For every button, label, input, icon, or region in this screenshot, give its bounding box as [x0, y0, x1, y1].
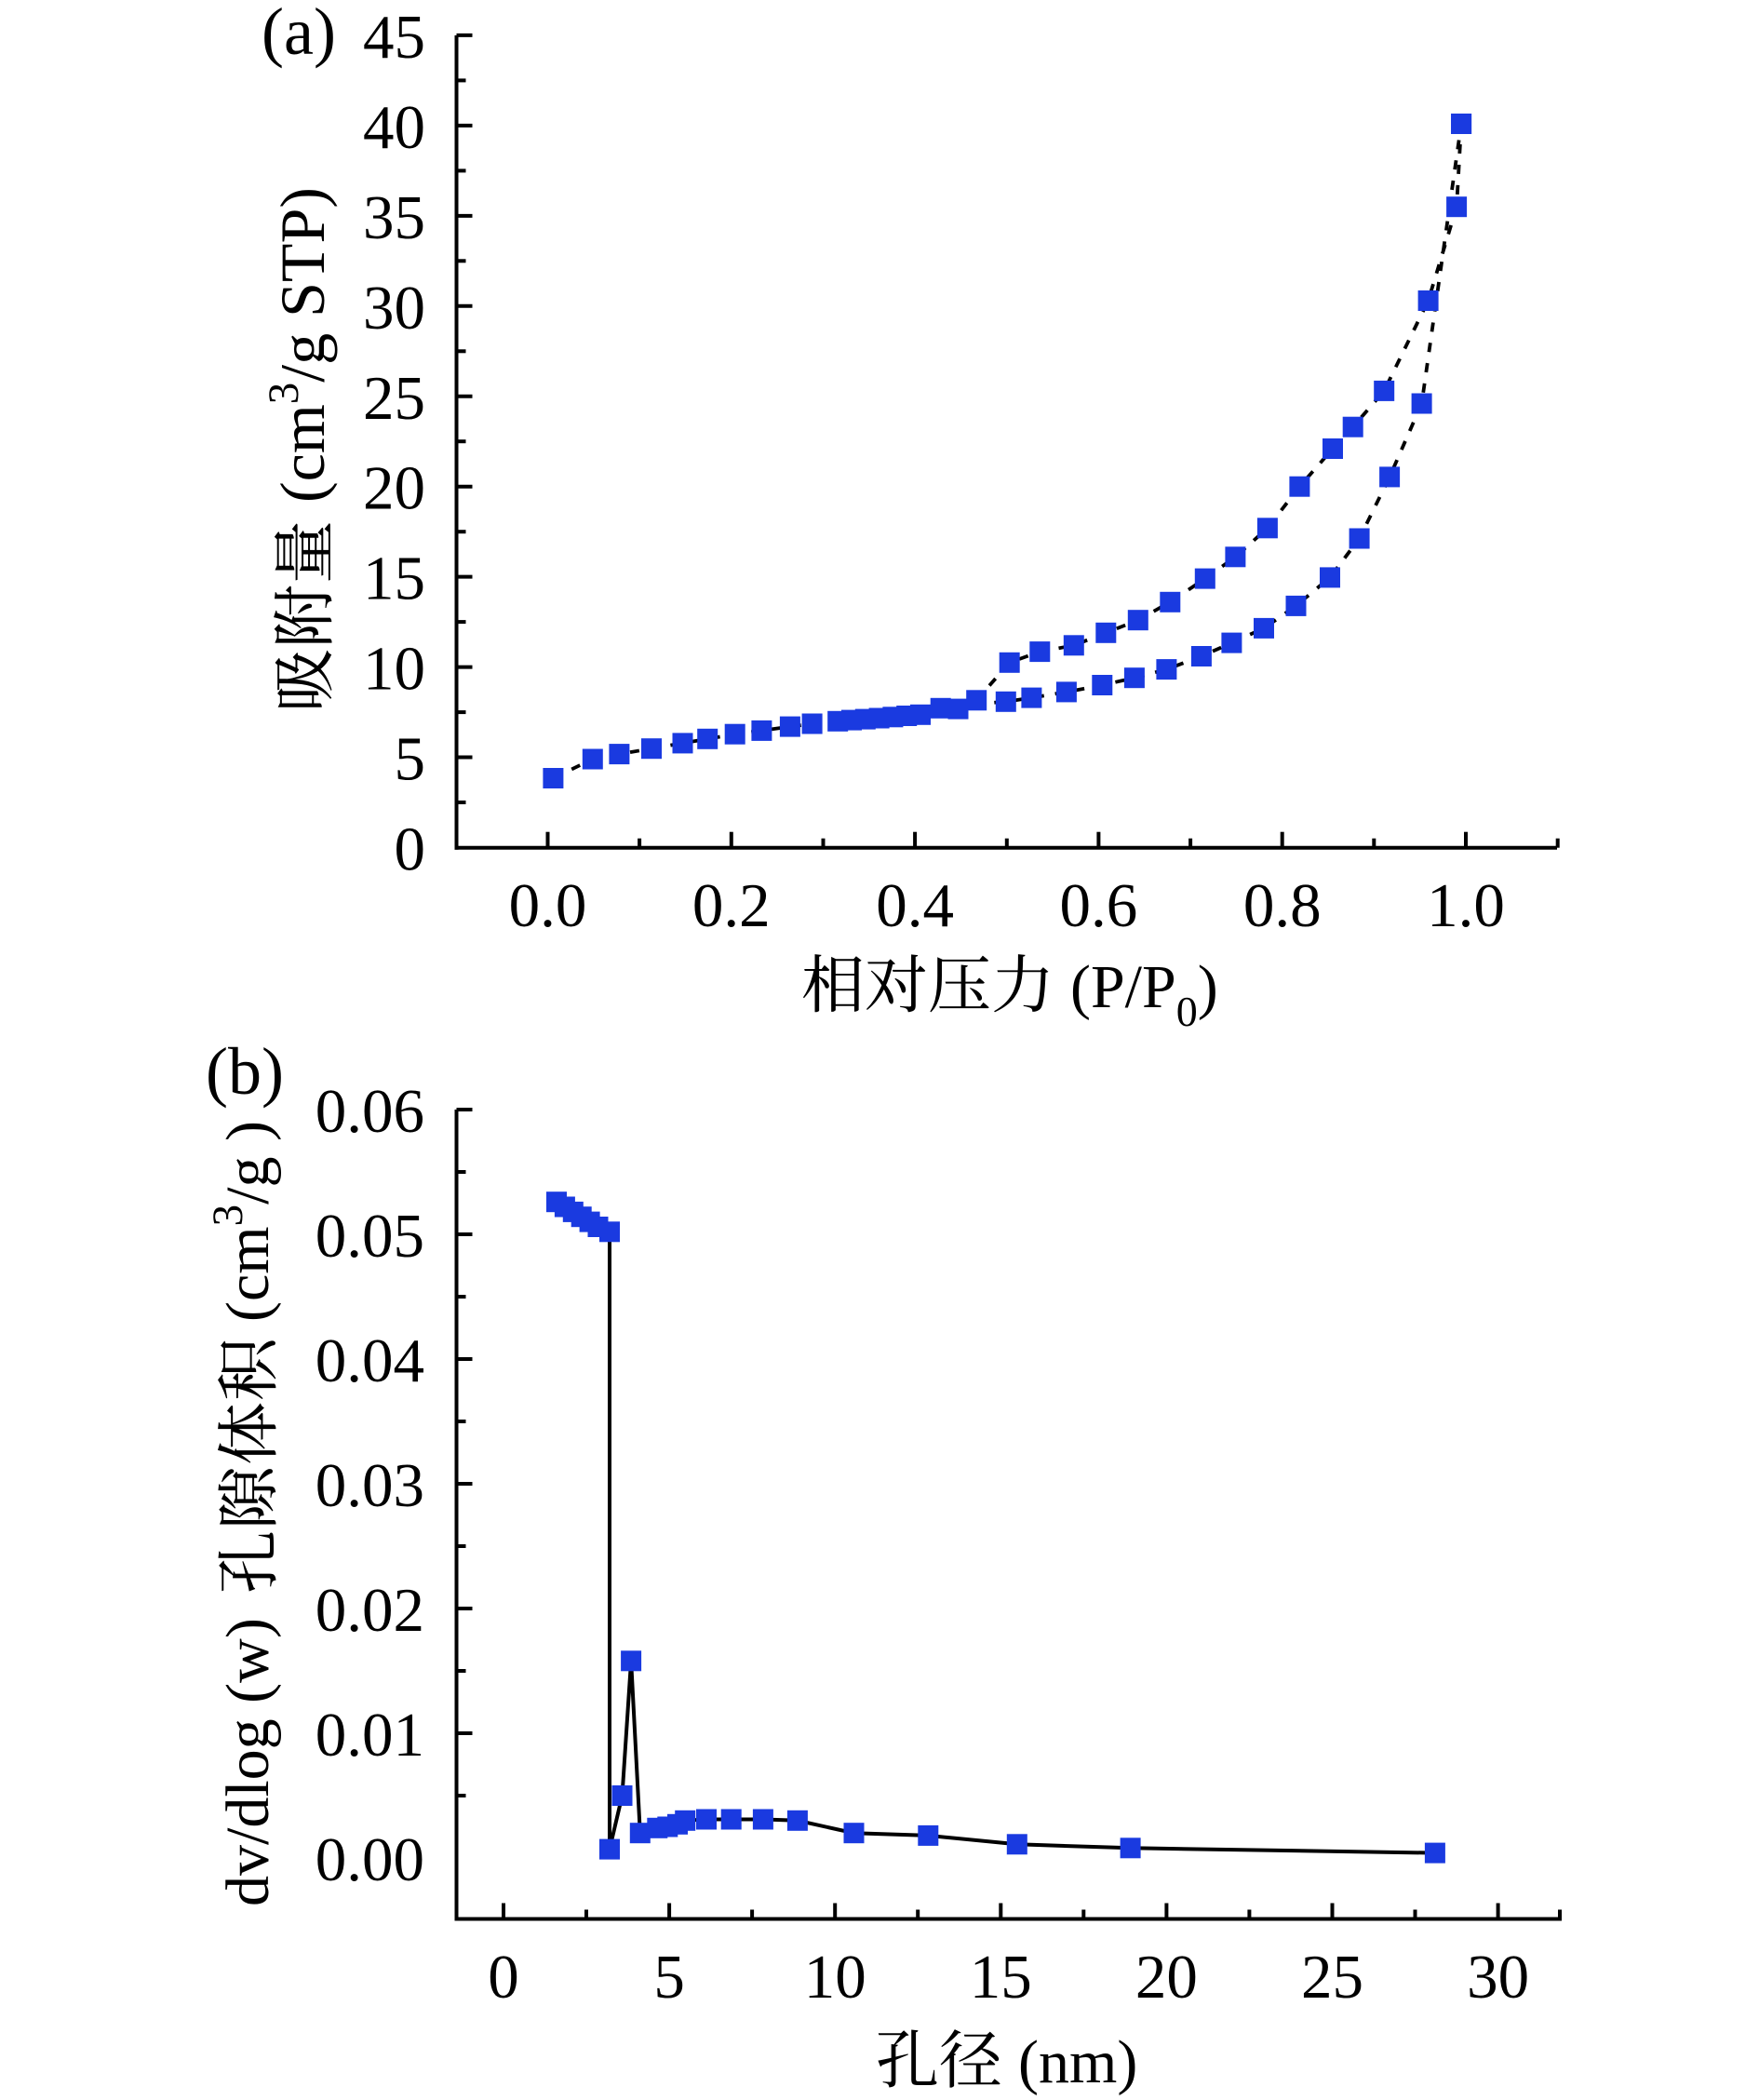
- svg-text:20: 20: [363, 454, 425, 523]
- svg-text:10: 10: [804, 1943, 866, 2012]
- svg-text:5: 5: [653, 1943, 685, 2012]
- svg-text:0.03: 0.03: [316, 1451, 424, 1520]
- svg-text:15: 15: [363, 545, 425, 613]
- svg-text:5: 5: [395, 725, 426, 794]
- svg-text:0.00: 0.00: [316, 1825, 424, 1894]
- svg-text:1.0: 1.0: [1427, 871, 1505, 940]
- svg-text:dv/dlog (w): dv/dlog (w): [214, 1618, 282, 1906]
- svg-text:0.06: 0.06: [316, 1077, 424, 1146]
- svg-text:(a): (a): [262, 0, 336, 69]
- svg-text:10: 10: [363, 635, 425, 704]
- svg-text:30: 30: [1467, 1943, 1529, 2012]
- svg-text:0.2: 0.2: [692, 871, 771, 940]
- svg-text:(cm3/g STP): (cm3/g STP): [260, 187, 338, 503]
- svg-text:0: 0: [488, 1943, 519, 2012]
- svg-text:30: 30: [363, 274, 425, 343]
- svg-text:0.0: 0.0: [509, 871, 587, 940]
- svg-text:0.8: 0.8: [1243, 871, 1322, 940]
- svg-text:0.4: 0.4: [876, 871, 954, 940]
- svg-text:0.05: 0.05: [316, 1202, 424, 1271]
- svg-text:(b): (b): [206, 1034, 284, 1109]
- svg-text:0.6: 0.6: [1060, 871, 1138, 940]
- svg-text:45: 45: [363, 3, 425, 72]
- svg-text:0.04: 0.04: [316, 1326, 424, 1395]
- svg-text:0.02: 0.02: [316, 1576, 424, 1645]
- svg-text:20: 20: [1135, 1943, 1198, 2012]
- svg-text:(nm): (nm): [1018, 2028, 1137, 2096]
- svg-text:0.01: 0.01: [316, 1701, 424, 1770]
- svg-text:40: 40: [363, 93, 425, 162]
- svg-text:25: 25: [1301, 1943, 1363, 2012]
- svg-text:25: 25: [363, 364, 425, 433]
- svg-text:35: 35: [363, 183, 425, 252]
- svg-text:0: 0: [395, 815, 426, 884]
- svg-text:15: 15: [970, 1943, 1032, 2012]
